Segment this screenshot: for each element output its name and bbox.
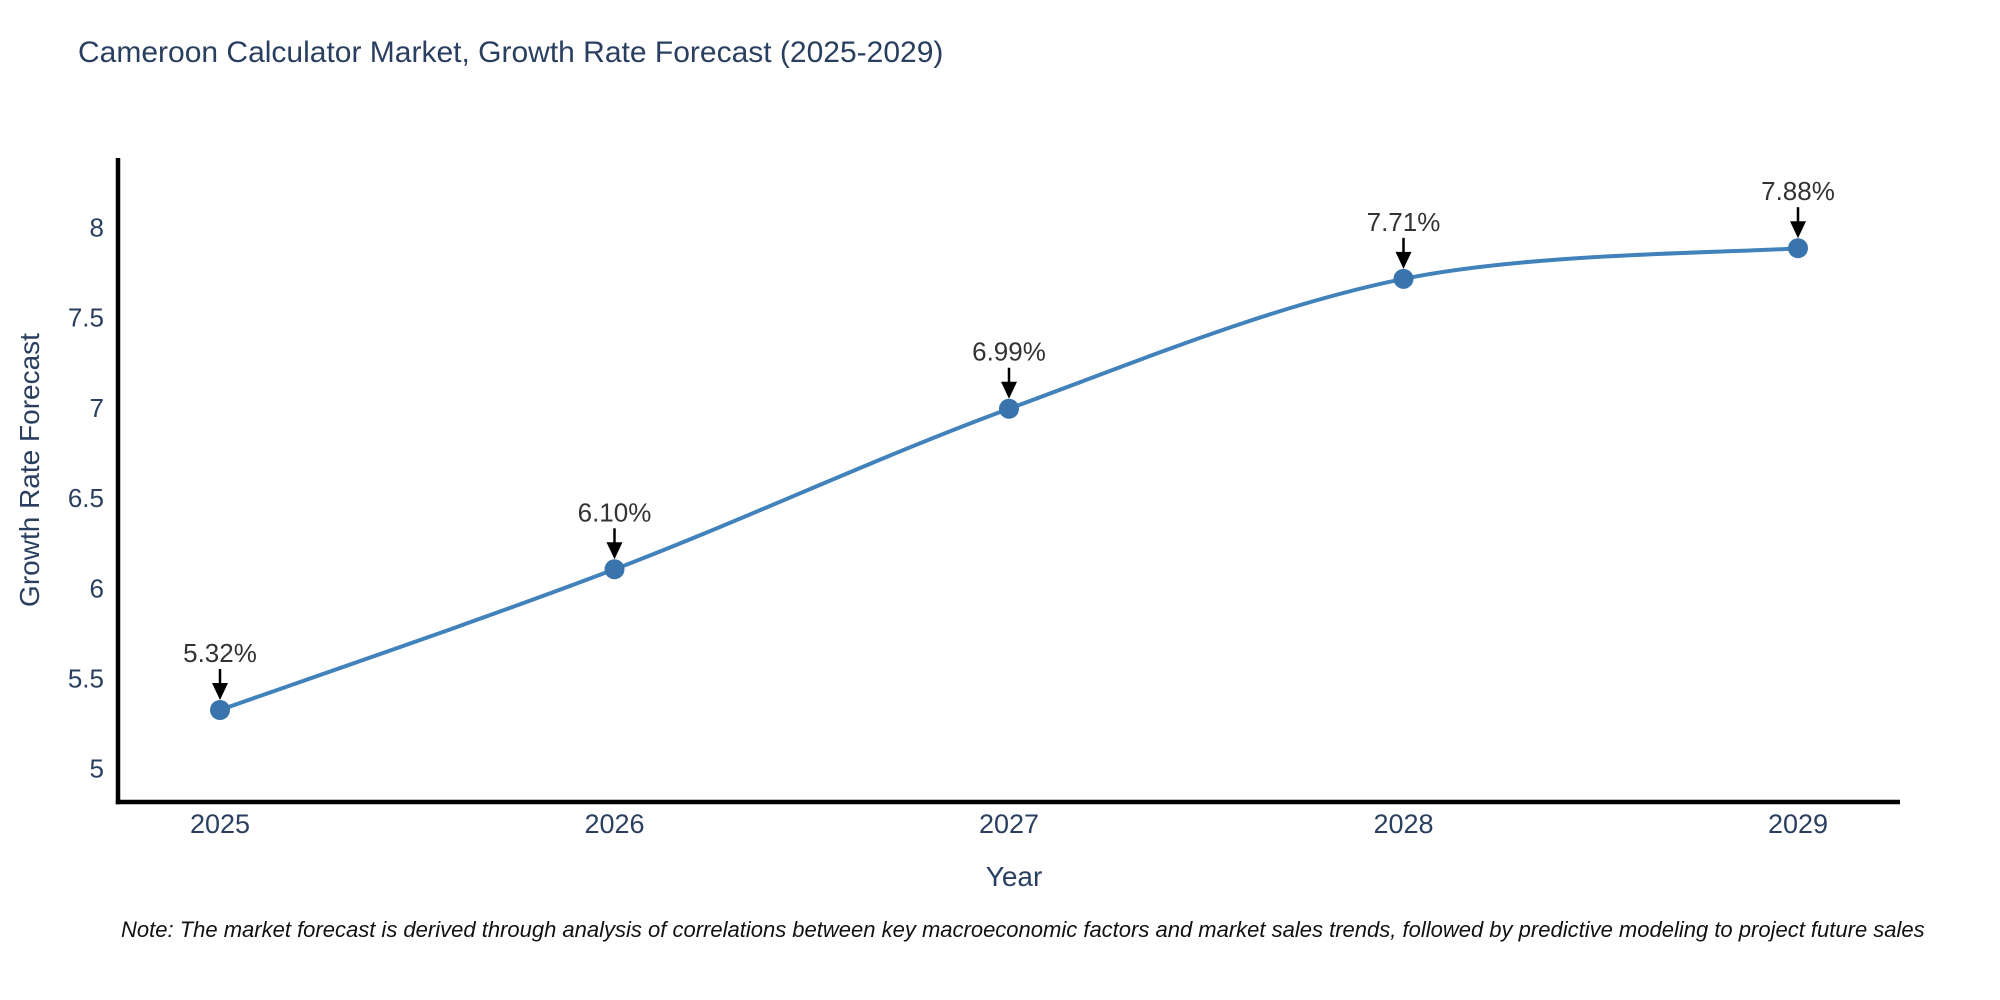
x-tick-label: 2027 (979, 809, 1039, 839)
data-point (1393, 268, 1414, 289)
data-label: 7.88% (1761, 176, 1835, 206)
data-point (210, 700, 230, 720)
chart-title: Cameroon Calculator Market, Growth Rate … (78, 36, 944, 69)
y-tick-label: 6.5 (68, 483, 104, 513)
y-tick-label: 7 (90, 393, 104, 423)
annotation-arrowhead (212, 683, 228, 700)
y-tick-label: 5 (90, 754, 104, 784)
data-point (604, 559, 625, 580)
series-line (218, 246, 1800, 712)
annotation-arrowhead (1395, 251, 1412, 269)
annotation-arrowhead (1790, 221, 1806, 239)
data-label: 6.10% (578, 497, 652, 527)
annotation-arrowhead (1001, 381, 1017, 399)
data-label: 5.32% (183, 638, 257, 668)
data-label: 7.71% (1367, 207, 1441, 237)
data-label: 6.99% (972, 337, 1046, 367)
x-tick-label: 2026 (584, 809, 644, 839)
annotation-arrowhead (606, 542, 623, 560)
x-tick-label: 2025 (190, 809, 250, 839)
y-tick-label: 5.5 (68, 664, 104, 694)
footnote: Note: The market forecast is derived thr… (121, 917, 1925, 942)
y-tick-label: 8 (90, 213, 104, 243)
data-point (999, 398, 1019, 419)
x-tick-label: 2028 (1373, 809, 1433, 839)
y-tick-label: 6 (90, 573, 104, 603)
y-tick-label: 7.5 (68, 303, 104, 333)
x-tick-label: 2029 (1768, 809, 1828, 839)
data-point (1788, 238, 1808, 259)
x-axis-title: Year (985, 861, 1043, 892)
